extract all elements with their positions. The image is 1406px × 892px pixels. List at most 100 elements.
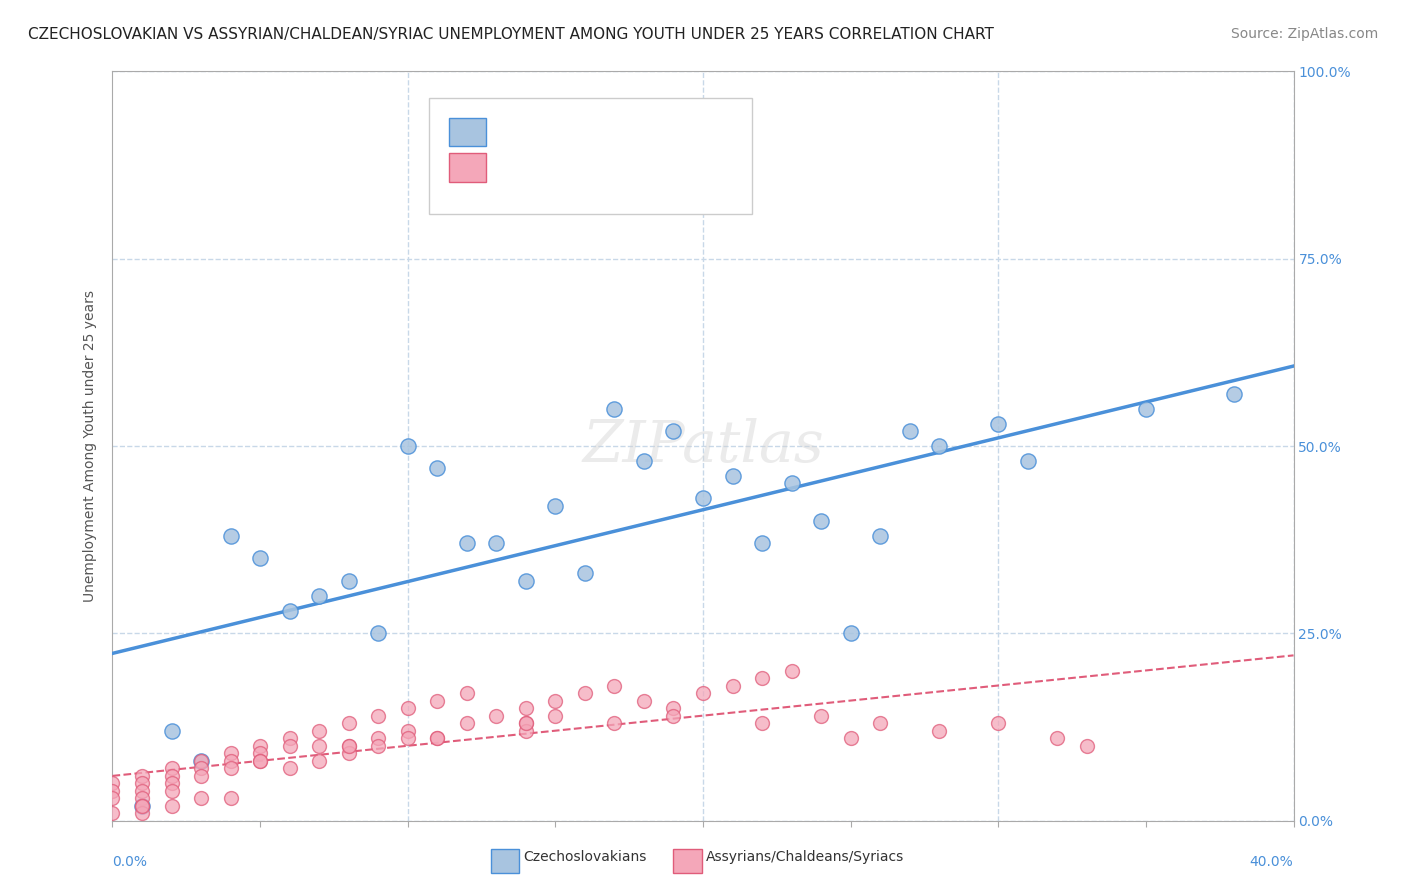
- Point: [190, 754, 212, 768]
- Point: [337, 739, 360, 753]
- Point: [190, 754, 212, 768]
- Point: [426, 461, 449, 475]
- Point: [131, 783, 153, 797]
- Point: [633, 694, 655, 708]
- Point: [721, 679, 744, 693]
- Point: [928, 723, 950, 738]
- Point: [249, 754, 271, 768]
- Point: [485, 536, 508, 550]
- Point: [869, 529, 891, 543]
- Point: [721, 469, 744, 483]
- Point: [426, 694, 449, 708]
- Point: [544, 708, 567, 723]
- Point: [839, 731, 862, 746]
- Point: [662, 701, 685, 715]
- Point: [662, 708, 685, 723]
- Text: ZIPatlas: ZIPatlas: [582, 417, 824, 475]
- Point: [278, 761, 301, 775]
- Point: [131, 769, 153, 783]
- Point: [544, 499, 567, 513]
- Point: [337, 716, 360, 731]
- Point: [396, 701, 419, 715]
- Point: [1046, 731, 1069, 746]
- Point: [456, 536, 478, 550]
- Point: [219, 791, 242, 805]
- Y-axis label: Unemployment Among Youth under 25 years: Unemployment Among Youth under 25 years: [83, 290, 97, 602]
- Point: [810, 708, 832, 723]
- Point: [160, 798, 183, 813]
- Point: [751, 536, 773, 550]
- Point: [101, 776, 124, 790]
- Text: Assyrians/Chaldeans/Syriacs: Assyrians/Chaldeans/Syriacs: [706, 850, 904, 864]
- Point: [131, 798, 153, 813]
- Point: [692, 686, 714, 700]
- Point: [367, 626, 389, 640]
- Point: [544, 694, 567, 708]
- Text: R = 0.018   N = 74: R = 0.018 N = 74: [492, 165, 662, 183]
- Point: [780, 476, 803, 491]
- Point: [751, 671, 773, 685]
- Point: [160, 761, 183, 775]
- Point: [190, 761, 212, 775]
- Point: [515, 574, 537, 588]
- Point: [1017, 454, 1039, 468]
- Point: [190, 769, 212, 783]
- Point: [603, 401, 626, 416]
- Point: [1076, 739, 1098, 753]
- Point: [160, 723, 183, 738]
- Point: [898, 424, 921, 438]
- Point: [456, 686, 478, 700]
- Point: [190, 791, 212, 805]
- Point: [101, 791, 124, 805]
- Point: [219, 529, 242, 543]
- Point: [249, 739, 271, 753]
- Point: [131, 791, 153, 805]
- Point: [278, 739, 301, 753]
- Point: [337, 739, 360, 753]
- Point: [456, 716, 478, 731]
- Point: [574, 566, 596, 581]
- Point: [869, 716, 891, 731]
- Point: [515, 716, 537, 731]
- Point: [485, 708, 508, 723]
- Point: [396, 439, 419, 453]
- Point: [692, 491, 714, 506]
- Point: [396, 731, 419, 746]
- Point: [249, 754, 271, 768]
- Text: Czechoslovakians: Czechoslovakians: [523, 850, 647, 864]
- Point: [810, 514, 832, 528]
- Point: [219, 754, 242, 768]
- Point: [160, 783, 183, 797]
- Point: [987, 417, 1010, 431]
- Point: [987, 716, 1010, 731]
- Point: [574, 686, 596, 700]
- Point: [131, 776, 153, 790]
- Point: [367, 708, 389, 723]
- Point: [426, 731, 449, 746]
- Point: [219, 746, 242, 760]
- Point: [367, 739, 389, 753]
- Point: [308, 723, 330, 738]
- Text: 0.0%: 0.0%: [112, 855, 148, 869]
- Point: [515, 716, 537, 731]
- Point: [603, 716, 626, 731]
- Point: [160, 776, 183, 790]
- Point: [780, 664, 803, 678]
- Point: [515, 723, 537, 738]
- Point: [308, 589, 330, 603]
- Point: [662, 424, 685, 438]
- Point: [101, 783, 124, 797]
- Point: [839, 626, 862, 640]
- Point: [396, 723, 419, 738]
- Point: [160, 769, 183, 783]
- Point: [308, 739, 330, 753]
- Point: [928, 439, 950, 453]
- Point: [249, 746, 271, 760]
- Point: [515, 701, 537, 715]
- Point: [131, 806, 153, 821]
- Point: [131, 798, 153, 813]
- Point: [367, 731, 389, 746]
- Point: [337, 746, 360, 760]
- Point: [278, 604, 301, 618]
- Point: [219, 761, 242, 775]
